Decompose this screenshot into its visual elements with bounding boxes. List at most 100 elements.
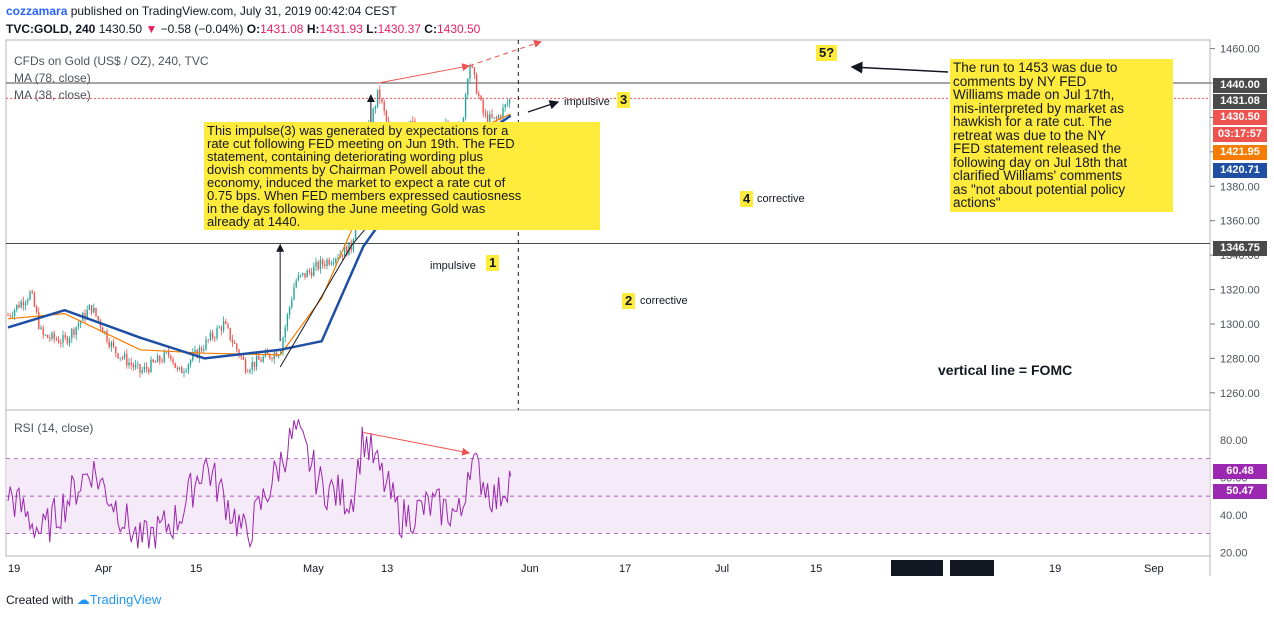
candle-body [471, 65, 473, 68]
wave-2-badge: 2 [622, 293, 636, 309]
close-label: C: [424, 22, 437, 36]
candle-body [150, 359, 152, 373]
candle-body [192, 352, 194, 361]
candle-body [20, 301, 22, 308]
candle-body [464, 94, 467, 118]
candle-body [64, 335, 66, 338]
candle-body [258, 355, 260, 360]
y-tick-label: 1300.00 [1220, 319, 1260, 331]
x-tick-label: 17 [619, 563, 631, 575]
x-tick-label: Jul [715, 563, 729, 575]
candle-body [211, 332, 214, 338]
candle-body [93, 307, 95, 313]
candle-body [62, 335, 64, 344]
candle-body [86, 309, 88, 319]
candle-body [484, 113, 487, 115]
candle-body [143, 366, 146, 371]
candle-body [508, 99, 511, 104]
candle-body [284, 327, 286, 338]
candle-body [115, 346, 117, 354]
publish-info: published on TradingView.com, July 31, 2… [67, 4, 397, 18]
candle-body [134, 364, 137, 368]
candle-body [163, 352, 165, 362]
high-value: 1431.93 [319, 22, 363, 36]
candle-body [214, 337, 216, 339]
candle-body [497, 115, 500, 119]
candle-body [310, 271, 313, 277]
candle-body [104, 331, 106, 333]
note-3-pointer-arrow [527, 100, 560, 113]
x-tick-label: Jun [521, 563, 539, 575]
wave-4-badge: 4 [740, 191, 754, 207]
candle-body [473, 67, 476, 75]
y-tick-label: 1320.00 [1220, 285, 1260, 297]
candle-body [24, 302, 27, 306]
candle-body [326, 259, 328, 266]
candle-body [49, 337, 51, 339]
candle-body [196, 349, 198, 358]
candle-body [506, 103, 509, 105]
candle-body [7, 315, 9, 317]
tradingview-brand[interactable]: TradingView [89, 592, 162, 607]
candle-body [317, 261, 319, 270]
low-label: L: [366, 22, 378, 36]
candle-body [79, 320, 82, 324]
candle-body [286, 314, 289, 328]
note-run-1453[interactable]: The run to 1453 was due to comments by N… [950, 59, 1173, 212]
candle-body [88, 305, 91, 310]
candle-body [42, 327, 44, 336]
candle-body [324, 264, 326, 266]
candle-body [220, 327, 223, 331]
candle-body [137, 364, 139, 365]
candle-body [352, 239, 355, 251]
candle-body [379, 89, 381, 100]
candle-body [242, 356, 245, 360]
rsi-tick-label: 80.00 [1220, 435, 1248, 447]
rsi-legend[interactable]: RSI (14, close) [14, 421, 94, 435]
candle-body [46, 334, 49, 338]
candle-body [106, 331, 108, 342]
low-value: 1430.37 [377, 22, 421, 36]
candle-body [491, 113, 493, 118]
candle-body [251, 361, 253, 370]
channel-upper [378, 63, 471, 84]
symbol-label: TVC:GOLD, 240 [6, 22, 96, 36]
candle-body [271, 358, 273, 360]
candle-body [9, 315, 11, 317]
candle-body [288, 307, 291, 315]
note-impulse-3[interactable]: This impulse(3) was generated by expecta… [204, 122, 600, 230]
candle-body [38, 312, 40, 329]
price-tag-ma78: 1420.71 [1213, 163, 1267, 178]
candle-body [66, 337, 69, 344]
candle-body [240, 355, 242, 357]
candle-body [315, 261, 317, 267]
rsi-line [7, 419, 512, 549]
candle-body [170, 355, 172, 359]
x-tick-label: May [303, 563, 324, 575]
candle-body [112, 342, 115, 347]
candle-body [27, 299, 29, 303]
close-value: 1430.50 [436, 22, 481, 36]
channel-upper-extension [469, 40, 542, 67]
x-tick-label: Sep [1144, 563, 1164, 575]
candle-body [500, 115, 502, 118]
candle-body [181, 367, 183, 374]
candle-body [194, 349, 196, 353]
candle-body [253, 361, 256, 367]
candle-body [269, 353, 271, 359]
candle-body [29, 291, 31, 300]
tradingview-logo-icon[interactable]: ☁ [76, 592, 90, 607]
price-tag-1440: 1440.00 [1213, 78, 1267, 93]
candle-body [231, 339, 234, 343]
candle-body [480, 95, 482, 101]
ma78-legend[interactable]: MA (78, close) [14, 71, 91, 85]
candle-body [277, 354, 280, 357]
author-link[interactable]: cozzamara [6, 4, 68, 18]
ma38-legend[interactable]: MA (38, close) [14, 88, 91, 102]
candle-body [60, 342, 62, 344]
candle-body [119, 357, 121, 359]
candle-body [148, 368, 150, 373]
candle-body [77, 323, 80, 327]
x-tick-label: 19 [8, 563, 20, 575]
candle-body [495, 117, 498, 119]
